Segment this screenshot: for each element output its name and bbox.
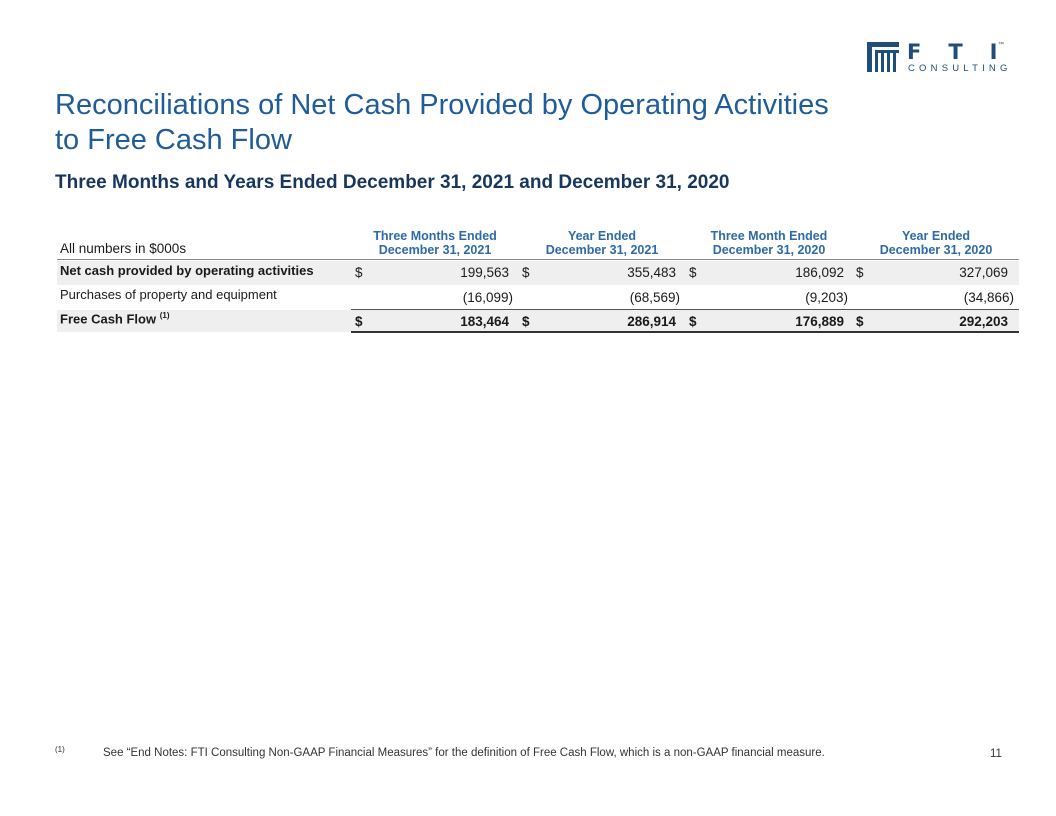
currency-symbol: $ (355, 314, 363, 329)
table-cell: (9,203) (805, 290, 848, 305)
column-header-line-2: December 31, 2020 (879, 243, 993, 257)
currency-symbol: $ (856, 314, 864, 329)
column-header-line-1: Year Ended (567, 229, 637, 243)
fti-building-icon (867, 42, 899, 72)
header-divider (57, 259, 1019, 260)
table-row-capex: Purchases of property and equipment (16,… (57, 285, 1019, 309)
currency-symbol: $ (856, 265, 864, 280)
row-label: Net cash provided by operating activitie… (60, 263, 314, 278)
footnote-ref: (1) (159, 311, 170, 320)
column-header-fy-2020: Year Ended December 31, 2020 (851, 229, 1021, 257)
table-cell: 292,203 (959, 314, 1008, 329)
logo-tagline: CONSULTING (908, 63, 1012, 74)
page-title-line-2: to Free Cash Flow (55, 124, 292, 156)
page-title-line-1: Reconciliations of Net Cash Provided by … (55, 89, 829, 121)
table-cell: 199,563 (460, 265, 509, 280)
column-header-line-1: Year Ended (901, 229, 971, 243)
table-cell: 286,914 (627, 314, 676, 329)
table-cell: (34,866) (963, 290, 1014, 305)
page-title: Reconciliations of Net Cash Provided by … (55, 88, 955, 158)
total-rule (351, 331, 1019, 333)
column-header-line-2: December 31, 2020 (712, 243, 826, 257)
table-cell: (68,569) (629, 290, 680, 305)
row-label: Purchases of property and equipment (60, 287, 277, 302)
currency-symbol: $ (689, 265, 697, 280)
footnote-text: See “End Notes: FTI Consulting Non-GAAP … (103, 747, 825, 759)
row-label: Free Cash Flow (1) (60, 311, 169, 326)
table-cell: 176,889 (795, 314, 844, 329)
table-cell: 186,092 (795, 265, 844, 280)
row-label-text: Free Cash Flow (60, 311, 157, 327)
currency-symbol: $ (522, 265, 530, 280)
page-number: 11 (990, 748, 1002, 760)
footnote-marker: (1) (55, 745, 65, 754)
table-cell: (16,099) (462, 290, 513, 305)
subtotal-rule (351, 309, 1019, 310)
currency-symbol: $ (355, 265, 363, 280)
column-header-line-2: December 31, 2021 (378, 243, 492, 257)
table-cell: 355,483 (627, 265, 676, 280)
logo-wordmark: FTI (907, 40, 1025, 64)
units-label: All numbers in $000s (60, 241, 187, 256)
table-cell: 327,069 (959, 265, 1008, 280)
currency-symbol: $ (689, 314, 697, 329)
table-cell: 183,464 (460, 314, 509, 329)
fti-consulting-logo: FTI ™ CONSULTING (867, 40, 1012, 74)
currency-symbol: $ (522, 314, 530, 329)
column-header-q4-2020: Three Month Ended December 31, 2020 (684, 229, 854, 257)
logo-trademark: ™ (998, 42, 1004, 48)
column-header-line-2: December 31, 2021 (545, 243, 659, 257)
column-header-line-1: Three Month Ended (710, 229, 828, 243)
column-header-q4-2021: Three Months Ended December 31, 2021 (350, 229, 520, 257)
column-header-fy-2021: Year Ended December 31, 2021 (517, 229, 687, 257)
table-row-free-cash-flow: Free Cash Flow (1) $ 183,464 $ 286,914 $… (57, 310, 1019, 332)
page-subtitle: Three Months and Years Ended December 31… (55, 172, 730, 193)
column-header-line-1: Three Months Ended (373, 229, 497, 243)
table-row-operating-cash: Net cash provided by operating activitie… (57, 261, 1019, 285)
